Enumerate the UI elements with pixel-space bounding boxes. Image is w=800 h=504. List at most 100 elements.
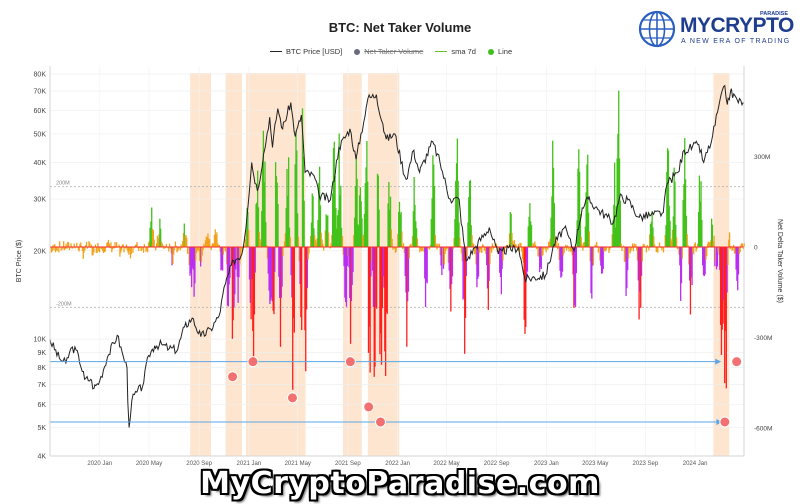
volume-bar	[420, 247, 423, 252]
volume-bar	[595, 245, 597, 247]
volume-bar	[561, 247, 564, 272]
volume-bar	[673, 167, 675, 247]
volume-bar	[195, 247, 197, 261]
volume-bar	[78, 247, 80, 252]
volume-bar	[570, 247, 573, 252]
volume-bar	[254, 247, 256, 273]
volume-bar	[290, 247, 292, 276]
volume-bar	[587, 212, 590, 247]
volume-bar	[485, 247, 487, 255]
volume-bar	[470, 225, 472, 247]
volume-bar	[394, 247, 397, 253]
volume-bar	[429, 244, 432, 247]
volume-bar	[615, 206, 617, 247]
volume-bar	[97, 243, 99, 247]
left-axis-tick-label: 4K	[37, 454, 46, 461]
volume-bar	[111, 247, 114, 250]
volume-bar	[669, 220, 671, 247]
volume-bar	[385, 247, 388, 313]
volume-bar	[164, 247, 167, 249]
volume-bar	[464, 247, 466, 354]
left-axis-tick-label: 7K	[37, 382, 46, 389]
volume-bar	[51, 247, 53, 252]
volume-bar	[565, 247, 568, 251]
volume-bar	[706, 247, 708, 257]
volume-bar	[408, 247, 410, 259]
volume-bar	[609, 247, 611, 251]
volume-bar	[270, 247, 273, 298]
volume-bar	[321, 239, 323, 247]
volume-bar	[715, 247, 718, 270]
volume-bar	[381, 247, 384, 309]
volume-bar	[291, 247, 293, 298]
volume-bar	[389, 209, 391, 247]
volume-bar	[614, 227, 617, 247]
volume-bar	[604, 247, 606, 252]
volume-bar	[127, 247, 129, 253]
volume-bar	[80, 242, 82, 247]
volume-bar	[118, 244, 120, 247]
volume-bar	[217, 243, 219, 247]
right-axis-label: Net Delta Taker Volume ($)	[776, 219, 783, 303]
left-axis-tick-label: 80K	[34, 72, 47, 79]
volume-bar	[433, 186, 436, 247]
volume-bar	[411, 236, 414, 247]
volume-bar	[624, 247, 626, 262]
volume-bar	[692, 247, 694, 252]
volume-bar	[55, 247, 58, 251]
volume-bar	[226, 247, 228, 265]
volume-bar	[174, 241, 176, 247]
volume-bar	[665, 225, 667, 247]
volume-bar	[382, 247, 384, 277]
volume-bar	[636, 247, 638, 251]
volume-bar	[141, 247, 143, 251]
volume-bar	[450, 247, 453, 285]
volume-bar	[318, 182, 320, 247]
volume-bar	[571, 247, 573, 256]
volume-bar	[235, 247, 237, 270]
volume-bar	[369, 247, 371, 373]
legend-item-btc-price[interactable]: BTC Price [USD]	[270, 47, 342, 56]
volume-bar	[410, 243, 412, 247]
volume-bar	[168, 247, 170, 252]
volume-bar	[431, 198, 433, 247]
volume-bar	[218, 245, 221, 247]
volume-bar	[640, 247, 643, 276]
volume-bar	[490, 247, 493, 253]
legend-item-line[interactable]: Line	[487, 47, 512, 56]
volume-bar	[715, 247, 717, 262]
volume-bar	[299, 247, 301, 285]
volume-bar	[190, 247, 192, 274]
volume-bar	[287, 195, 289, 247]
volume-bar	[274, 247, 276, 272]
volume-bar	[690, 247, 692, 278]
volume-bar	[239, 247, 242, 260]
volume-bar	[259, 239, 261, 247]
volume-bar	[734, 247, 736, 254]
volume-bar	[146, 247, 149, 253]
volume-bar	[314, 235, 316, 247]
volume-bar	[597, 247, 600, 253]
volume-bar	[700, 181, 702, 247]
volume-bar	[613, 204, 615, 247]
volume-bar	[335, 208, 337, 247]
volume-bar	[648, 247, 650, 251]
reference-line-label: 200M	[56, 181, 70, 187]
volume-bar	[562, 247, 564, 256]
volume-bar	[425, 247, 428, 282]
volume-bar	[439, 247, 441, 256]
volume-bar	[629, 247, 631, 254]
legend-item-sma-7d[interactable]: sma 7d	[435, 47, 476, 56]
volume-bar	[189, 247, 191, 276]
volume-bar	[161, 243, 163, 247]
volume-bar	[98, 247, 101, 253]
volume-bar	[295, 131, 297, 247]
volume-bar	[67, 242, 70, 247]
volume-bar	[627, 247, 629, 271]
volume-bar	[433, 164, 435, 247]
volume-bar	[582, 247, 584, 251]
legend-item-net-taker-volume[interactable]: Net Taker Volume	[354, 47, 423, 56]
volume-bar	[489, 247, 491, 265]
volume-bar	[205, 236, 207, 247]
volume-bar	[269, 247, 271, 305]
